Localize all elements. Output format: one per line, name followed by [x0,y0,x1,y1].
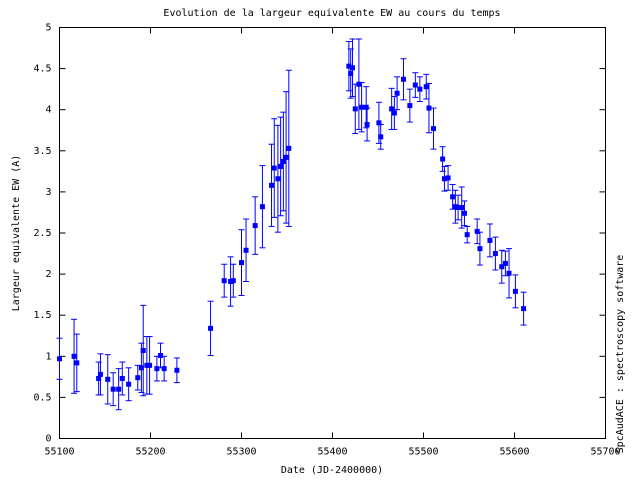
point [364,121,370,127]
point [506,270,512,276]
point [144,362,150,368]
point [346,63,352,69]
point [426,105,432,111]
point [138,365,144,371]
point [147,362,153,368]
point [359,104,365,110]
point [154,366,160,372]
y-tick-label: 4.5 [33,64,51,75]
x-tick-label: 55200 [135,447,165,458]
point [400,76,406,82]
point [376,120,382,126]
y-tick-label: 1.5 [33,310,51,321]
point [417,86,423,92]
point [135,375,141,381]
y-tick-label: 1 [45,351,51,362]
point [275,176,281,182]
point [140,348,146,354]
x-axis-label: Date (JD-2400000) [281,465,383,476]
point [230,278,236,284]
point [521,306,527,312]
point [71,353,77,359]
point [492,251,498,257]
point [208,325,214,331]
point [259,204,265,210]
point [97,371,103,377]
point [441,176,447,182]
point [394,90,400,96]
x-tick-label: 55400 [317,447,347,458]
point [158,352,164,358]
point [407,103,413,109]
point [445,175,451,181]
point [512,288,518,294]
x-tick-label: 55300 [226,447,256,458]
point [116,386,122,392]
point [378,134,384,140]
point [252,223,258,229]
point [356,81,362,87]
point [283,154,289,160]
point [57,356,62,362]
point [440,156,446,162]
point [455,205,461,211]
y-tick-label: 2.5 [33,228,51,239]
x-tick-label: 55700 [590,447,620,458]
point [126,381,132,387]
x-tick-label: 55100 [44,447,74,458]
point [423,84,429,90]
point [389,106,395,112]
point [499,264,505,270]
chart-title: Evolution de la largeur equivalente EW a… [163,8,500,19]
point [431,126,437,132]
point [464,232,470,238]
y-tick-label: 4 [45,105,51,116]
point [280,158,286,164]
point [119,375,125,381]
y-tick-label: 0.5 [33,392,51,403]
point [243,247,249,253]
point [228,278,234,284]
point [110,386,116,392]
point [174,367,180,373]
point [269,182,275,188]
point [452,204,458,210]
y-tick-label: 0 [45,434,51,445]
point [363,104,369,110]
point [391,110,397,116]
point [221,278,227,284]
point [286,145,292,151]
point [161,366,167,372]
point [412,82,418,88]
point [487,237,493,243]
point [350,65,356,71]
y-tick-label: 3 [45,187,51,198]
point [474,228,480,234]
point [74,360,80,366]
point [348,71,354,77]
x-tick-label: 55500 [408,447,438,458]
point [278,163,284,169]
y-tick-label: 5 [45,23,51,34]
point [352,106,358,112]
x-tick-label: 55600 [499,447,529,458]
y-tick-label: 2 [45,269,51,280]
point [105,376,111,382]
y-axis-label: Largeur equivalente EW (A) [11,155,22,312]
point [271,165,277,171]
point [461,210,467,216]
annotation: SpcAudACE : spectroscopy software [615,255,626,454]
point [459,205,465,211]
point [239,260,244,266]
point [502,260,508,266]
point [450,194,456,200]
point [477,246,483,252]
point [96,375,102,381]
y-tick-label: 3.5 [33,146,51,157]
